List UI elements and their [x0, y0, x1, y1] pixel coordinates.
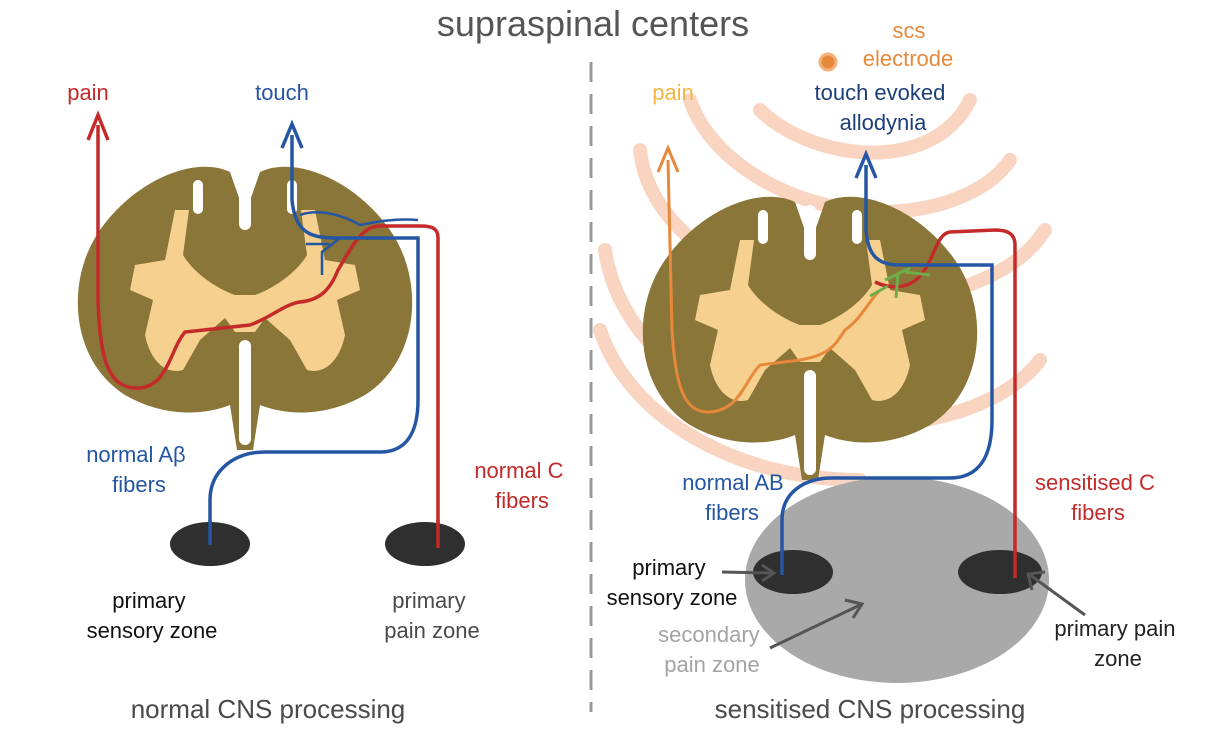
- right-ab-label-line1: normal AB: [682, 470, 784, 495]
- right-c-label-line1: sensitised C: [1035, 470, 1155, 495]
- secondary-zone-pointer: [769, 603, 861, 650]
- left-pain-zone-label: primary pain zone: [384, 588, 479, 643]
- right-sensory-zone-line1: primary: [632, 555, 705, 580]
- left-abeta-label-line2: fibers: [112, 472, 166, 497]
- right-pain-arrowhead: [656, 144, 680, 173]
- right-primary-sensory-zone: [753, 550, 833, 594]
- left-abeta-branch: [306, 237, 341, 275]
- right-green-sprouting: [869, 266, 931, 299]
- left-primary-pain-zone: [385, 522, 465, 566]
- left-c-label-line1: normal C: [474, 458, 563, 483]
- right-pain-zone-line2: zone: [1094, 646, 1142, 671]
- right-ab-pathway: [780, 165, 994, 572]
- diagram-title: supraspinal centers: [437, 3, 749, 44]
- allodynia-label-line2: allodynia: [840, 110, 928, 135]
- left-c-fiber-pathway: [96, 125, 440, 548]
- right-c-label-line2: fibers: [1071, 500, 1125, 525]
- left-panel: pain touch normal Aβ fibers normal C fib…: [67, 80, 569, 724]
- right-pain-label: pain: [652, 80, 694, 105]
- right-touch-arrowhead: [854, 149, 878, 179]
- left-sensory-zone-line2: sensory zone: [87, 618, 218, 643]
- sensory-zone-pointer: [721, 570, 773, 575]
- allodynia-label: touch evoked allodynia: [815, 80, 952, 135]
- allodynia-label-line1: touch evoked: [815, 80, 946, 105]
- right-pain-zone-label: primary pain zone: [1054, 616, 1181, 671]
- right-sensory-zone-label: primary sensory zone: [607, 555, 738, 610]
- scs-label-line1: scs: [892, 18, 925, 43]
- right-primary-pain-zone: [958, 550, 1042, 594]
- scs-electrode-icon: [818, 52, 838, 72]
- right-ab-label: normal AB fibers: [682, 470, 790, 525]
- left-pain-label: pain: [67, 80, 109, 105]
- left-touch-arrowhead: [280, 119, 304, 149]
- left-sensory-zone-line1: primary: [112, 588, 185, 613]
- secondary-pain-zone: [745, 477, 1049, 683]
- left-touch-label: touch: [255, 80, 309, 105]
- left-spinal-cord: [77, 166, 413, 450]
- right-orange-pain-pathway: [666, 159, 882, 414]
- left-sensory-zone-label: primary sensory zone: [87, 588, 218, 643]
- scs-label: scs electrode: [863, 18, 954, 71]
- scs-label-line2: electrode: [863, 46, 954, 71]
- right-c-label: sensitised C fibers: [1035, 470, 1161, 525]
- pain-zone-pointer: [1029, 573, 1086, 617]
- secondary-zone-label: secondary pain zone: [658, 622, 766, 677]
- left-pain-zone-line1: primary: [392, 588, 465, 613]
- right-ab-label-line2: fibers: [705, 500, 759, 525]
- left-abeta-pathway: [208, 135, 420, 545]
- secondary-zone-line2: pain zone: [664, 652, 759, 677]
- right-c-fiber-pathway: [874, 228, 1017, 578]
- left-abeta-label: normal Aβ fibers: [86, 442, 192, 497]
- left-abeta-top-loop: [299, 211, 419, 227]
- right-panel: scs electrode pain touch evoked allodyni…: [593, 18, 1181, 724]
- left-caption: normal CNS processing: [131, 694, 406, 724]
- left-c-label-line2: fibers: [495, 488, 549, 513]
- left-c-label: normal C fibers: [474, 458, 569, 513]
- right-caption: sensitised CNS processing: [715, 694, 1026, 724]
- right-pain-zone-line1: primary pain: [1054, 616, 1175, 641]
- left-pain-zone-line2: pain zone: [384, 618, 479, 643]
- left-pain-arrowhead: [86, 110, 110, 141]
- secondary-zone-line1: secondary: [658, 622, 760, 647]
- left-abeta-label-line1: normal Aβ: [86, 442, 185, 467]
- right-sensory-zone-line2: sensory zone: [607, 585, 738, 610]
